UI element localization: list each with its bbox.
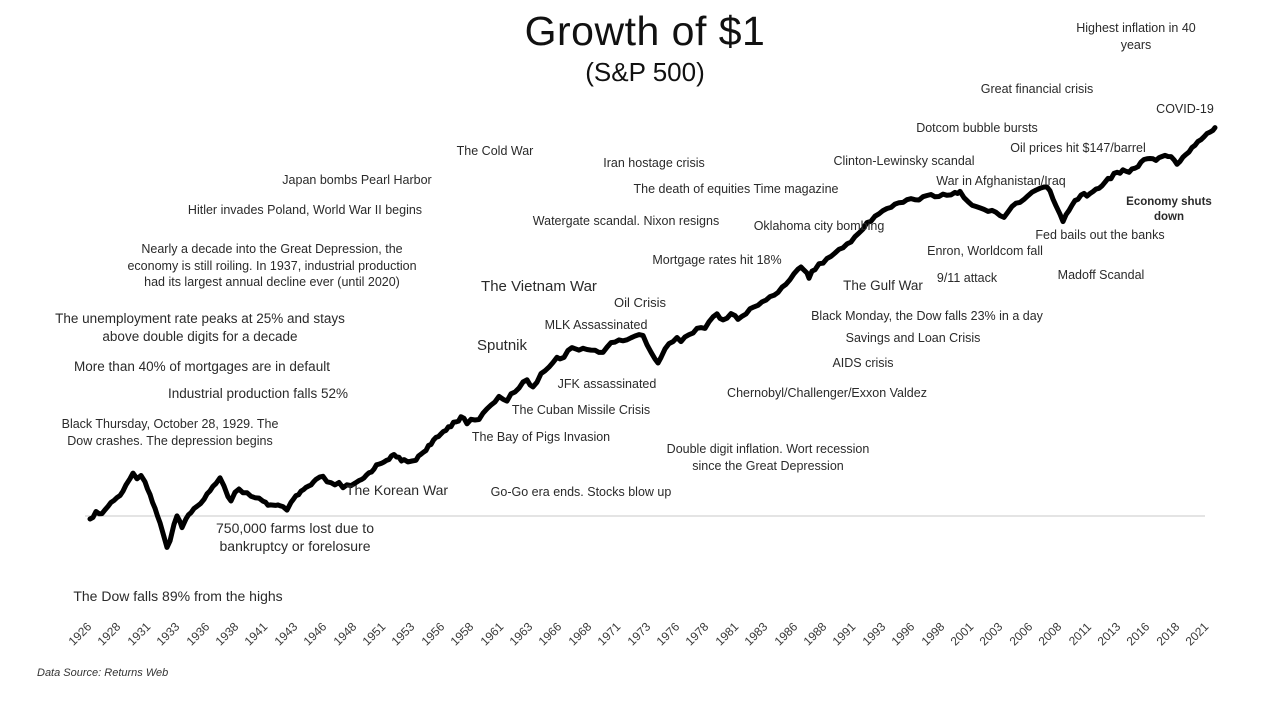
chart-annotation: Chernobyl/Challenger/Exxon Valdez — [727, 386, 927, 400]
chart-annotation: Oil Crisis — [614, 295, 666, 310]
chart-annotation: The Korean War — [345, 482, 449, 498]
chart-annotation: Industrial production falls 52% — [167, 386, 349, 401]
chart-annotation: Iran hostage crisis — [603, 156, 705, 170]
chart-annotation: Oklahoma city bombing — [753, 219, 885, 233]
chart-annotation: The Dow falls 89% from the highs — [73, 588, 283, 604]
chart-annotation: The unemployment rate peaks at 25% and s… — [55, 311, 345, 344]
chart-annotation: Economy shuts down — [1126, 196, 1212, 224]
chart-annotation: Oil prices hit $147/barrel — [1010, 141, 1146, 155]
chart-annotation: The Cold War — [456, 144, 534, 158]
data-source-note: Data Source: Returns Web — [37, 667, 169, 679]
chart-annotation: Enron, Worldcom fall — [927, 244, 1043, 258]
chart-annotation: MLK Assassinated — [544, 318, 648, 332]
chart-annotation: Watergate scandal. Nixon resigns — [532, 214, 720, 228]
chart-annotation: More than 40% of mortgages are in defaul… — [74, 359, 330, 374]
chart-annotation: Savings and Loan Crisis — [845, 331, 981, 345]
chart-annotation: Japan bombs Pearl Harbor — [282, 173, 432, 187]
chart-annotation: Clinton-Lewinsky scandal — [833, 154, 975, 168]
chart-annotation: 9/11 attack — [936, 271, 998, 285]
chart-annotation: The Vietnam War — [481, 278, 597, 295]
chart-annotation: Black Monday, the Dow falls 23% in a day — [811, 309, 1043, 323]
chart-annotation: Sputnik — [476, 337, 528, 354]
chart-subtitle: (S&P 500) — [585, 57, 705, 87]
chart-annotation: Dotcom bubble bursts — [916, 121, 1038, 135]
chart-annotation: Go-Go era ends. Stocks blow up — [490, 485, 672, 499]
chart-annotation: Hitler invades Poland, World War II begi… — [187, 203, 423, 217]
chart-annotation: 750,000 farms lost due to bankruptcy or … — [216, 520, 374, 555]
chart-annotation: Great financial crisis — [980, 82, 1094, 96]
chart-annotation: Nearly a decade into the Great Depressio… — [127, 242, 417, 289]
chart-annotation: The death of equities Time magazine — [633, 182, 839, 196]
chart-annotation: Madoff Scandal — [1057, 268, 1145, 282]
chart-annotation: COVID-19 — [1156, 102, 1214, 116]
chart-annotation: JFK assassinated — [557, 377, 657, 391]
chart-annotation: The Cuban Missile Crisis — [511, 403, 651, 417]
chart-annotation: Fed bails out the banks — [1035, 228, 1165, 242]
chart-annotation: Black Thursday, October 28, 1929. The Do… — [61, 417, 279, 448]
chart-annotation: The Gulf War — [843, 278, 923, 293]
chart-annotation: Double digit inflation. Wort recession s… — [666, 442, 870, 473]
chart-annotation: AIDS crisis — [832, 356, 894, 370]
chart-annotation: Highest inflation in 40 years — [1076, 21, 1196, 52]
chart-annotation: Mortgage rates hit 18% — [652, 253, 782, 267]
chart-annotation: War in Afghanistan/Iraq — [936, 174, 1066, 188]
chart-title: Growth of $1 — [524, 8, 766, 54]
sp500-growth-line — [87, 125, 1218, 550]
chart-annotation: The Bay of Pigs Invasion — [471, 430, 611, 444]
